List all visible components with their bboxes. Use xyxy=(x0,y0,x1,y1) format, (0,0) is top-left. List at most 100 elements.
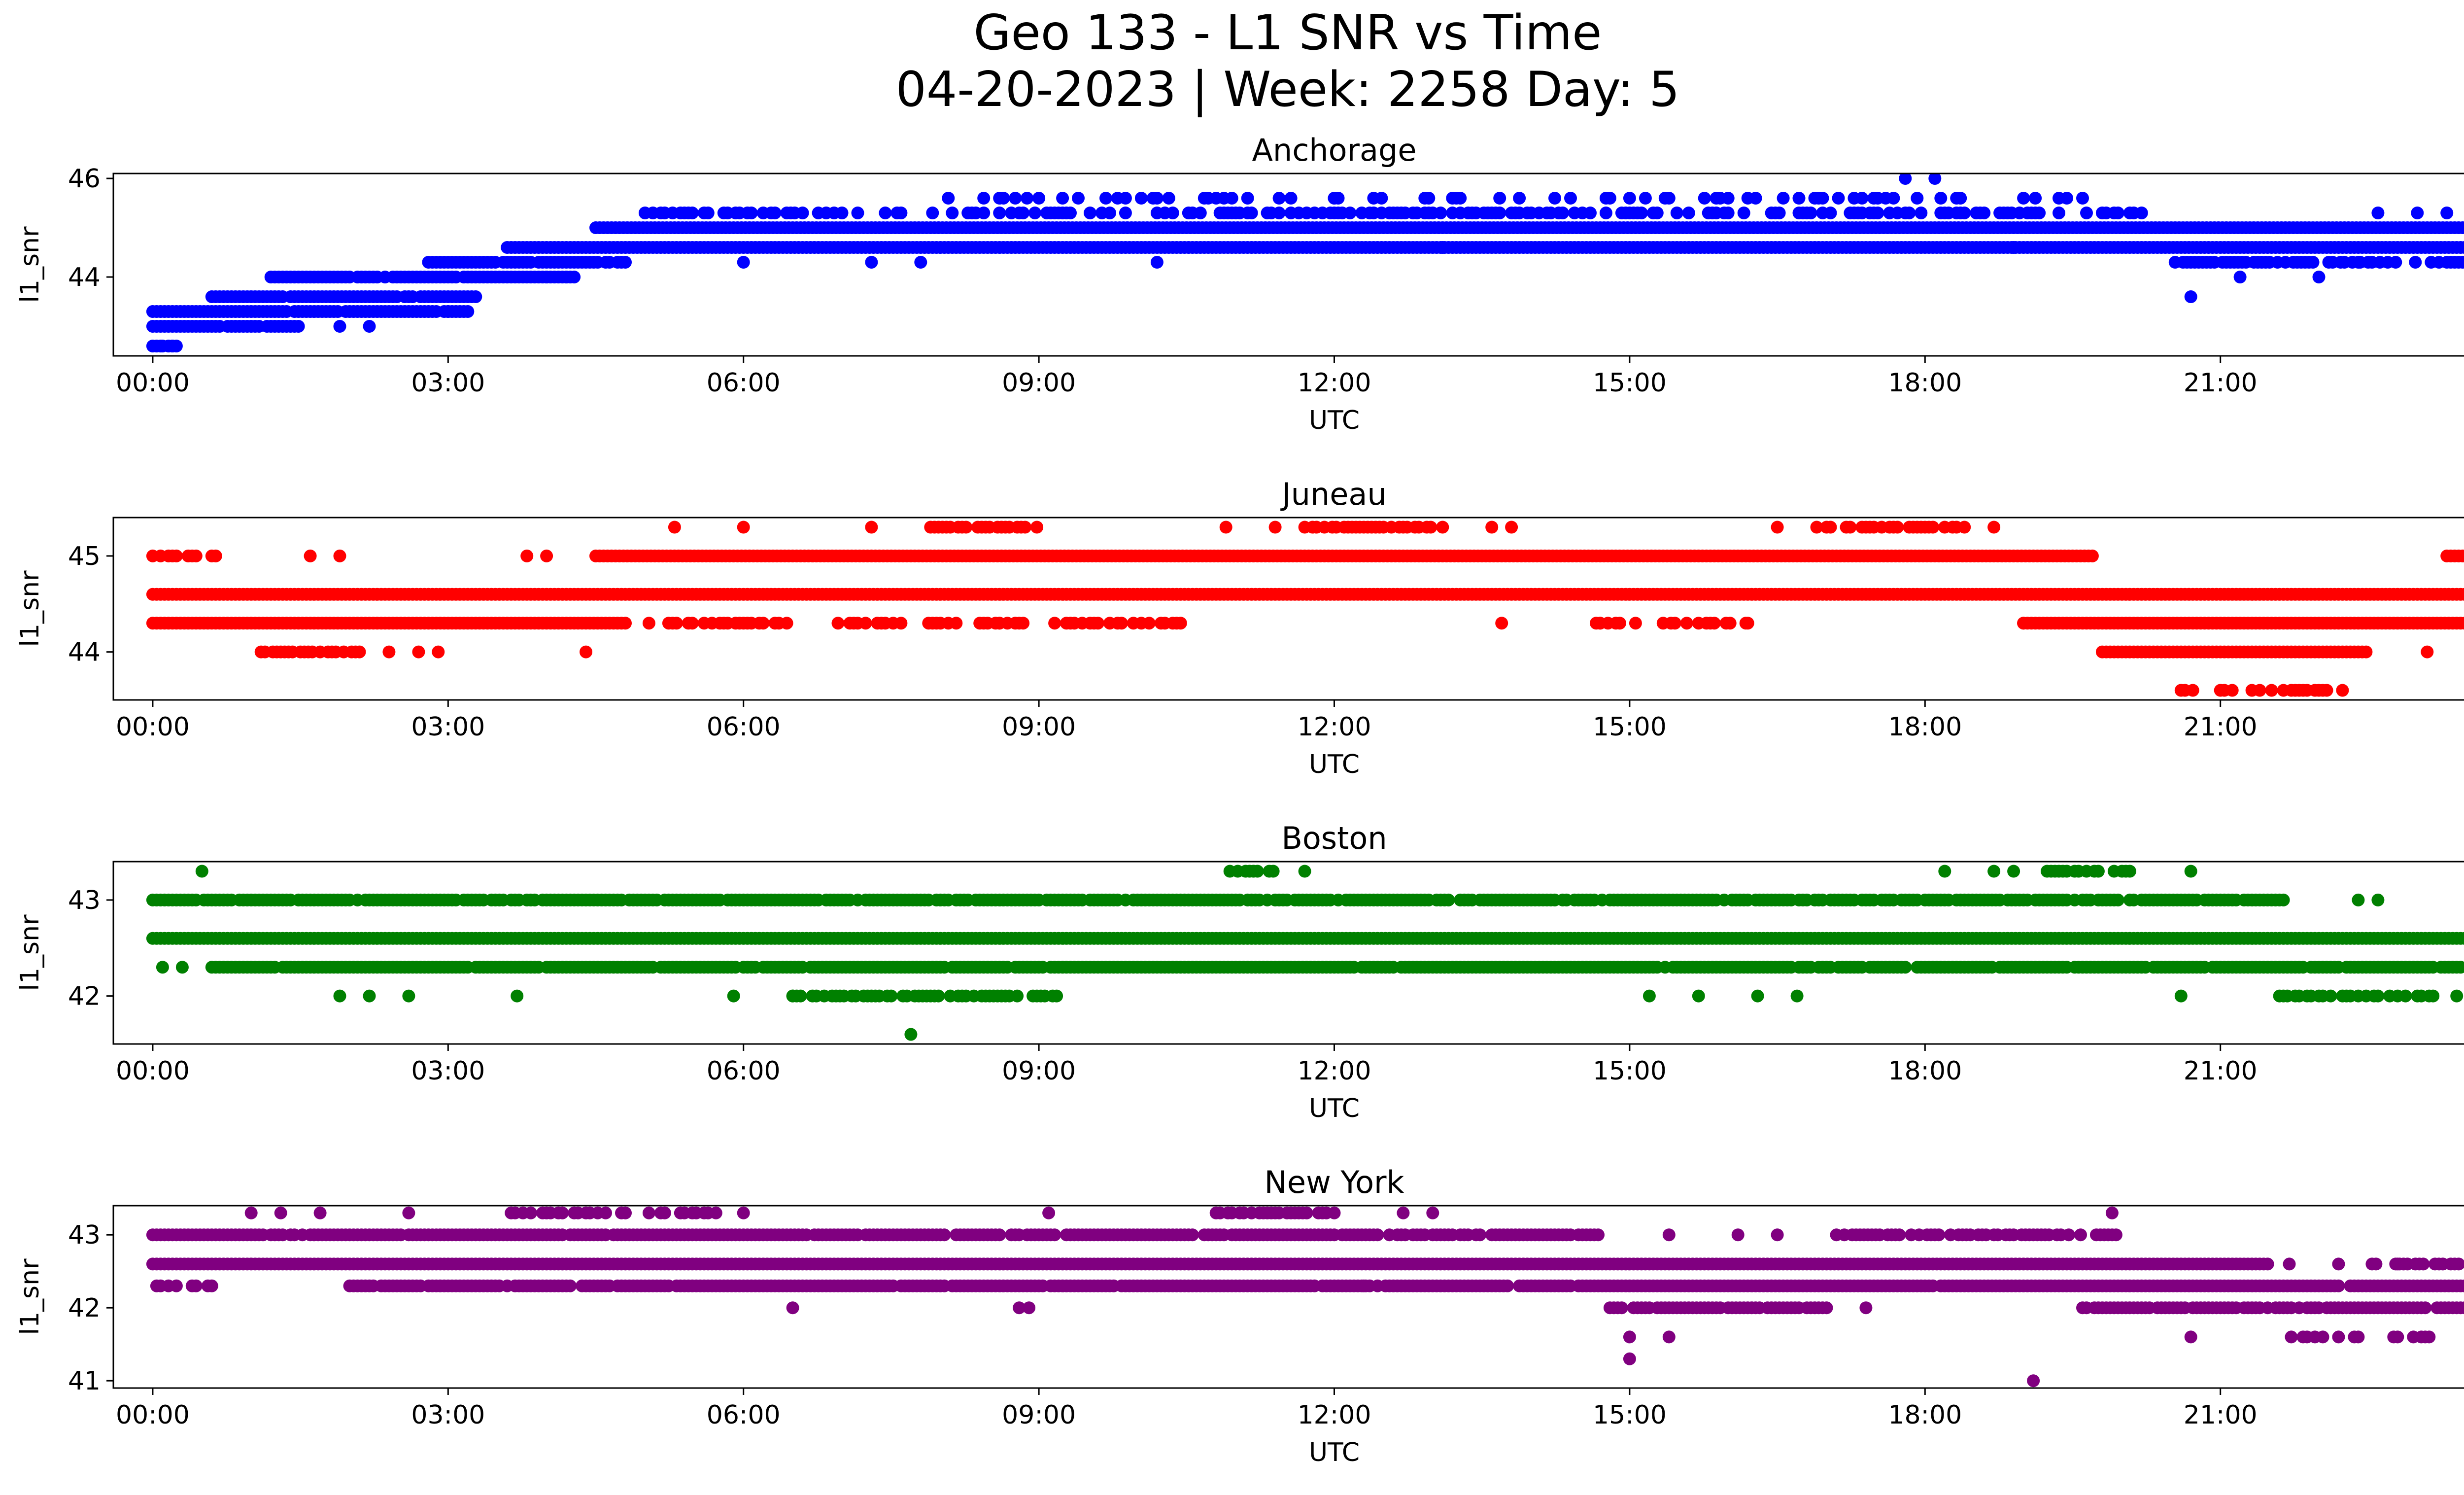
data-point xyxy=(1424,521,1437,534)
y-tick-label: 45 xyxy=(68,542,101,571)
data-point xyxy=(2253,684,2266,697)
data-point xyxy=(2460,222,2464,234)
data-point xyxy=(1899,174,1912,185)
data-point xyxy=(2360,645,2373,659)
data-point xyxy=(727,989,740,1003)
data-point xyxy=(831,617,845,630)
data-point xyxy=(1505,521,1518,534)
data-point xyxy=(1721,192,1735,205)
data-point xyxy=(1668,617,1681,630)
data-point xyxy=(619,256,632,269)
data-point xyxy=(175,961,189,974)
data-point xyxy=(1603,192,1616,205)
data-point xyxy=(1708,617,1721,630)
data-point xyxy=(977,192,991,205)
data-point xyxy=(904,1028,918,1041)
data-point xyxy=(1048,617,1061,630)
data-point xyxy=(520,549,534,562)
data-point xyxy=(1150,192,1164,205)
y-axis-label: l1_snr xyxy=(15,226,45,303)
data-point xyxy=(1911,192,1924,205)
data-point xyxy=(2017,617,2030,630)
data-point xyxy=(333,320,346,333)
data-point xyxy=(1623,192,1636,205)
data-point xyxy=(1442,893,1455,906)
x-tick-label: 09:00 xyxy=(1002,712,1076,742)
data-point xyxy=(1422,192,1436,205)
data-point xyxy=(2123,865,2136,878)
data-point xyxy=(1241,192,1254,205)
data-point xyxy=(2265,684,2278,697)
x-tick-label: 21:00 xyxy=(2184,368,2258,398)
data-point xyxy=(1871,207,1884,219)
data-point xyxy=(1987,521,2001,534)
data-points xyxy=(146,174,2464,352)
data-point xyxy=(2371,989,2385,1003)
data-point xyxy=(540,549,553,562)
y-tick-label: 44 xyxy=(68,638,101,667)
data-point xyxy=(2462,934,2464,943)
data-point xyxy=(2411,207,2424,219)
data-point xyxy=(1219,521,1232,534)
data-point xyxy=(1064,207,1077,219)
data-point xyxy=(1119,192,1132,205)
data-point xyxy=(1855,192,1869,205)
data-point xyxy=(768,207,782,219)
data-point xyxy=(2458,588,2464,601)
data-point xyxy=(1958,207,1971,219)
data-point xyxy=(1613,617,1626,630)
data-point xyxy=(959,521,973,534)
data-point xyxy=(1103,207,1116,219)
data-point xyxy=(2320,684,2333,697)
data-point xyxy=(1272,192,1286,205)
panel-title: Anchorage xyxy=(1252,132,1416,168)
data-point xyxy=(2462,590,2464,599)
data-point xyxy=(2389,256,2402,269)
y-axis-label: l1_snr xyxy=(15,570,45,647)
data-point xyxy=(2091,865,2105,878)
x-tick-label: 12:00 xyxy=(1298,712,1371,742)
data-point xyxy=(363,989,376,1003)
data-point xyxy=(2454,961,2464,974)
data-point xyxy=(796,207,809,219)
data-point xyxy=(2462,619,2464,628)
data-point xyxy=(209,549,222,562)
data-point xyxy=(737,256,750,269)
data-point xyxy=(1162,192,1175,205)
x-tick-label: 06:00 xyxy=(707,368,781,398)
data-point xyxy=(2450,989,2464,1003)
data-point xyxy=(1017,617,1030,630)
panel-title: Juneau xyxy=(1280,476,1386,512)
data-point xyxy=(2352,256,2365,269)
data-point xyxy=(2458,241,2464,254)
data-point xyxy=(2371,207,2385,219)
data-point xyxy=(1721,207,1735,219)
data-point xyxy=(2462,243,2464,252)
data-point xyxy=(670,617,683,630)
data-point xyxy=(1434,207,1447,219)
data-point xyxy=(1824,521,1837,534)
data-point xyxy=(1268,521,1282,534)
data-point xyxy=(1824,207,1837,219)
data-point xyxy=(1166,207,1179,219)
data-point xyxy=(1680,617,1693,630)
data-point xyxy=(2399,989,2412,1003)
data-point xyxy=(1832,192,1845,205)
data-point xyxy=(1978,207,1991,219)
data-point xyxy=(1816,192,1829,205)
data-point xyxy=(1266,865,1280,878)
data-point xyxy=(2007,241,2020,254)
data-point xyxy=(2440,207,2454,219)
data-point xyxy=(1737,207,1750,219)
data-point xyxy=(737,521,750,534)
data-point xyxy=(1011,989,1024,1003)
data-point xyxy=(1682,207,1695,219)
data-point xyxy=(1777,192,1790,205)
data-point xyxy=(685,617,699,630)
data-point xyxy=(1773,207,1786,219)
data-point xyxy=(2458,617,2464,630)
data-point xyxy=(166,340,179,352)
data-point xyxy=(1954,192,1967,205)
